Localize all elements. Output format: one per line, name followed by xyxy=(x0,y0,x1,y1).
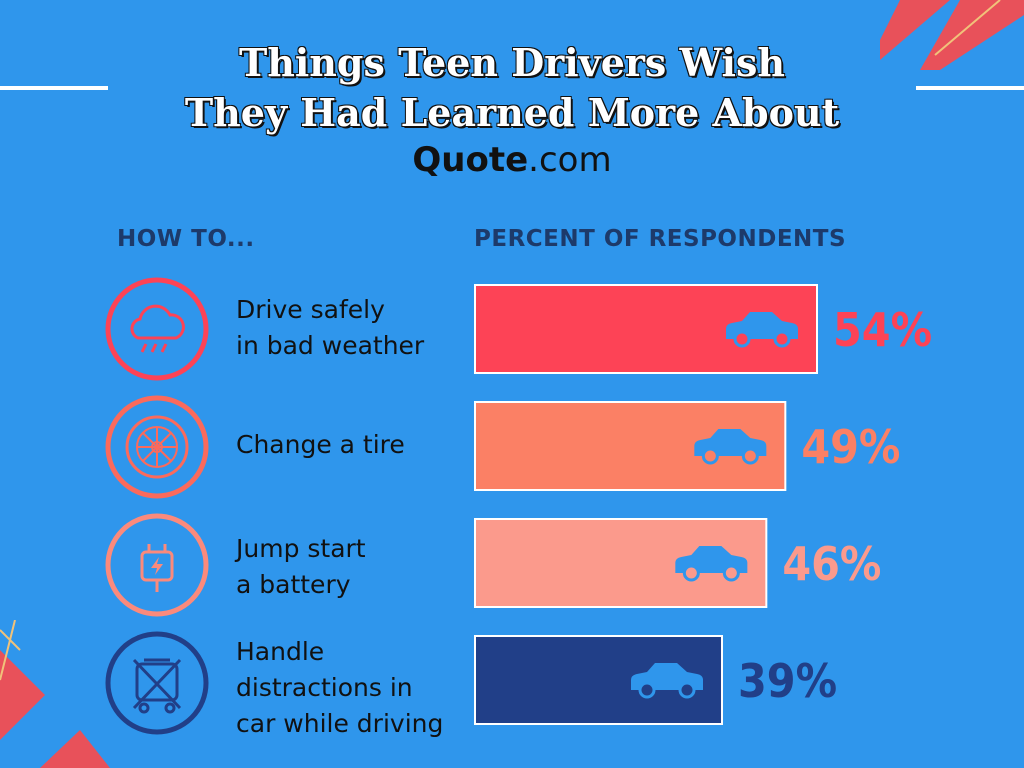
category-label-2: Change a tire xyxy=(236,430,405,459)
category-label-1: Drive safely in bad weather xyxy=(236,295,425,360)
rain-cloud-icon xyxy=(105,277,209,381)
title-rule-left xyxy=(0,86,108,90)
car-icon xyxy=(726,312,798,348)
corner-decoration-bottom-left xyxy=(0,620,110,768)
battery-icon xyxy=(105,513,209,617)
brand-bold: Quote xyxy=(412,140,529,180)
category-label-4: Handle distractions in car while driving xyxy=(236,637,444,738)
car-icon xyxy=(631,663,703,699)
no-distractions-icon xyxy=(105,631,209,735)
title-rule-right xyxy=(916,86,1024,90)
corner-decoration-top-right xyxy=(880,0,1024,70)
car-icon xyxy=(694,429,767,465)
value-label-3: 46% xyxy=(782,537,881,591)
header-percent: PERCENT OF RESPONDENTS xyxy=(474,226,847,252)
value-label-4: 39% xyxy=(738,654,837,708)
header-how-to: HOW TO... xyxy=(117,226,255,252)
title-line-2: They Had Learned More About xyxy=(184,89,840,136)
car-icon xyxy=(675,546,748,582)
tire-icon xyxy=(105,395,209,499)
category-label-3: Jump start a battery xyxy=(236,534,366,599)
value-label-2: 49% xyxy=(801,420,900,474)
brand-suffix: .com xyxy=(528,140,612,180)
value-label-1: 54% xyxy=(833,303,932,357)
title-line-1: Things Teen Drivers Wish xyxy=(238,39,786,86)
brand-logo: Quote.com xyxy=(0,140,1024,180)
bar-2 xyxy=(474,401,787,491)
